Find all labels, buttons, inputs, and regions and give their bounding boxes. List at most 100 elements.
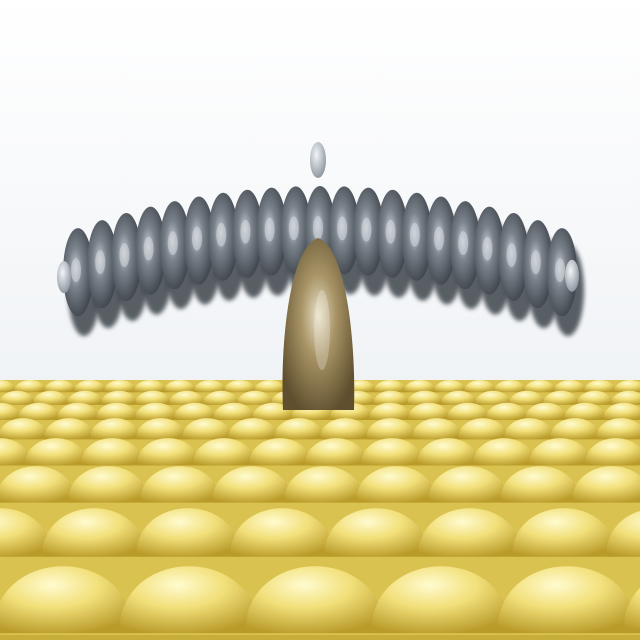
gold-atom (611, 390, 640, 405)
gold-atom (18, 402, 60, 420)
gold-atom (104, 380, 136, 393)
carbon-atom-highlight (361, 217, 372, 242)
gold-atom (81, 438, 143, 466)
gold-atom (305, 438, 367, 466)
gold-atom (274, 418, 324, 440)
gold-atom (25, 438, 87, 466)
gold-atom (614, 380, 640, 393)
gold-atom (212, 466, 292, 503)
gold-atom (509, 390, 545, 405)
gold-atom (74, 380, 106, 393)
gold-atom (369, 402, 411, 420)
hydrogen-atom (57, 261, 71, 294)
carbon-atom-highlight (555, 258, 565, 283)
gold-atom (140, 466, 220, 503)
carbon-atom-highlight (337, 216, 348, 241)
gold-atom (136, 508, 240, 557)
gold-atom (577, 390, 613, 405)
adatom-icon (282, 238, 355, 410)
gold-atom (135, 402, 177, 420)
gold-atom (418, 508, 522, 557)
carbon-atom-highlight (385, 219, 396, 244)
gold-atom (529, 438, 591, 466)
gold-atom (137, 438, 199, 466)
gold-atom (0, 380, 16, 393)
gold-atom (550, 418, 600, 440)
carbon-atom-highlight (240, 219, 251, 244)
gold-atom (33, 390, 69, 405)
gold-atom (512, 508, 616, 557)
carbon-atom-highlight (288, 216, 299, 241)
gold-atom (606, 510, 640, 557)
gold-atom (417, 438, 479, 466)
gold-atom (596, 418, 640, 440)
gold-atom (554, 380, 586, 393)
gold-atom (174, 402, 216, 420)
gold-atom (0, 566, 133, 634)
gold-atom (14, 380, 46, 393)
gold-atom (441, 390, 477, 405)
gold-atom (623, 587, 640, 634)
gold-atom (464, 380, 496, 393)
carbon-atom-highlight (143, 236, 154, 261)
gold-atom (486, 402, 528, 420)
gold-atom (0, 466, 76, 503)
hydrogen-atom (310, 142, 326, 178)
gold-atom (0, 402, 21, 420)
gold-atom (525, 402, 567, 420)
gold-atom (428, 466, 508, 503)
gold-atom (0, 508, 52, 557)
gold-atom (284, 466, 364, 503)
carbon-atom-highlight (313, 216, 323, 240)
gold-atom (356, 466, 436, 503)
gold-atom (169, 390, 205, 405)
carbon-atom-highlight (434, 226, 444, 251)
gold-atom (543, 390, 579, 405)
carbon-atom-highlight (167, 231, 178, 256)
gold-atom (193, 438, 255, 466)
gold-atom (0, 438, 31, 466)
gold-atom (366, 418, 416, 440)
gold-atom (254, 380, 286, 393)
gold-atom (412, 418, 462, 440)
gold-atom (42, 508, 146, 557)
gold-atom (230, 508, 334, 557)
gold-atom (500, 466, 580, 503)
gold-atom (371, 566, 511, 634)
gold-atom-surface-icon (0, 380, 640, 640)
gold-atom (119, 566, 259, 634)
carbon-atom-highlight (482, 236, 493, 261)
gold-atom (524, 380, 556, 393)
carbon-atom-highlight (216, 222, 227, 247)
gold-atom (249, 438, 311, 466)
gold-atom (0, 390, 35, 405)
gold-atom (584, 380, 616, 393)
gold-atom (228, 418, 278, 440)
gold-atom (603, 402, 640, 420)
gold-atom (57, 402, 99, 420)
gold-atom (134, 380, 166, 393)
carbon-atom-highlight (409, 222, 420, 247)
gold-atom (68, 466, 148, 503)
gold-atom (475, 390, 511, 405)
gold-atom (194, 380, 226, 393)
gold-atom (164, 380, 196, 393)
gold-atom (408, 402, 450, 420)
gold-atom (0, 418, 48, 440)
gold-atom (434, 380, 466, 393)
gold-atom (101, 390, 137, 405)
gold-atom (213, 402, 255, 420)
gold-atom (572, 466, 640, 503)
gold-atom (473, 438, 535, 466)
gold-atom (44, 418, 94, 440)
gold-atom (324, 508, 428, 557)
gold-atom (361, 438, 423, 466)
gold-atom (136, 418, 186, 440)
gold-atom (564, 402, 606, 420)
gold-atom (44, 380, 76, 393)
gold-atom (404, 380, 436, 393)
gold-atom (245, 566, 385, 634)
gold-atom (374, 380, 406, 393)
gold-atom (90, 418, 140, 440)
